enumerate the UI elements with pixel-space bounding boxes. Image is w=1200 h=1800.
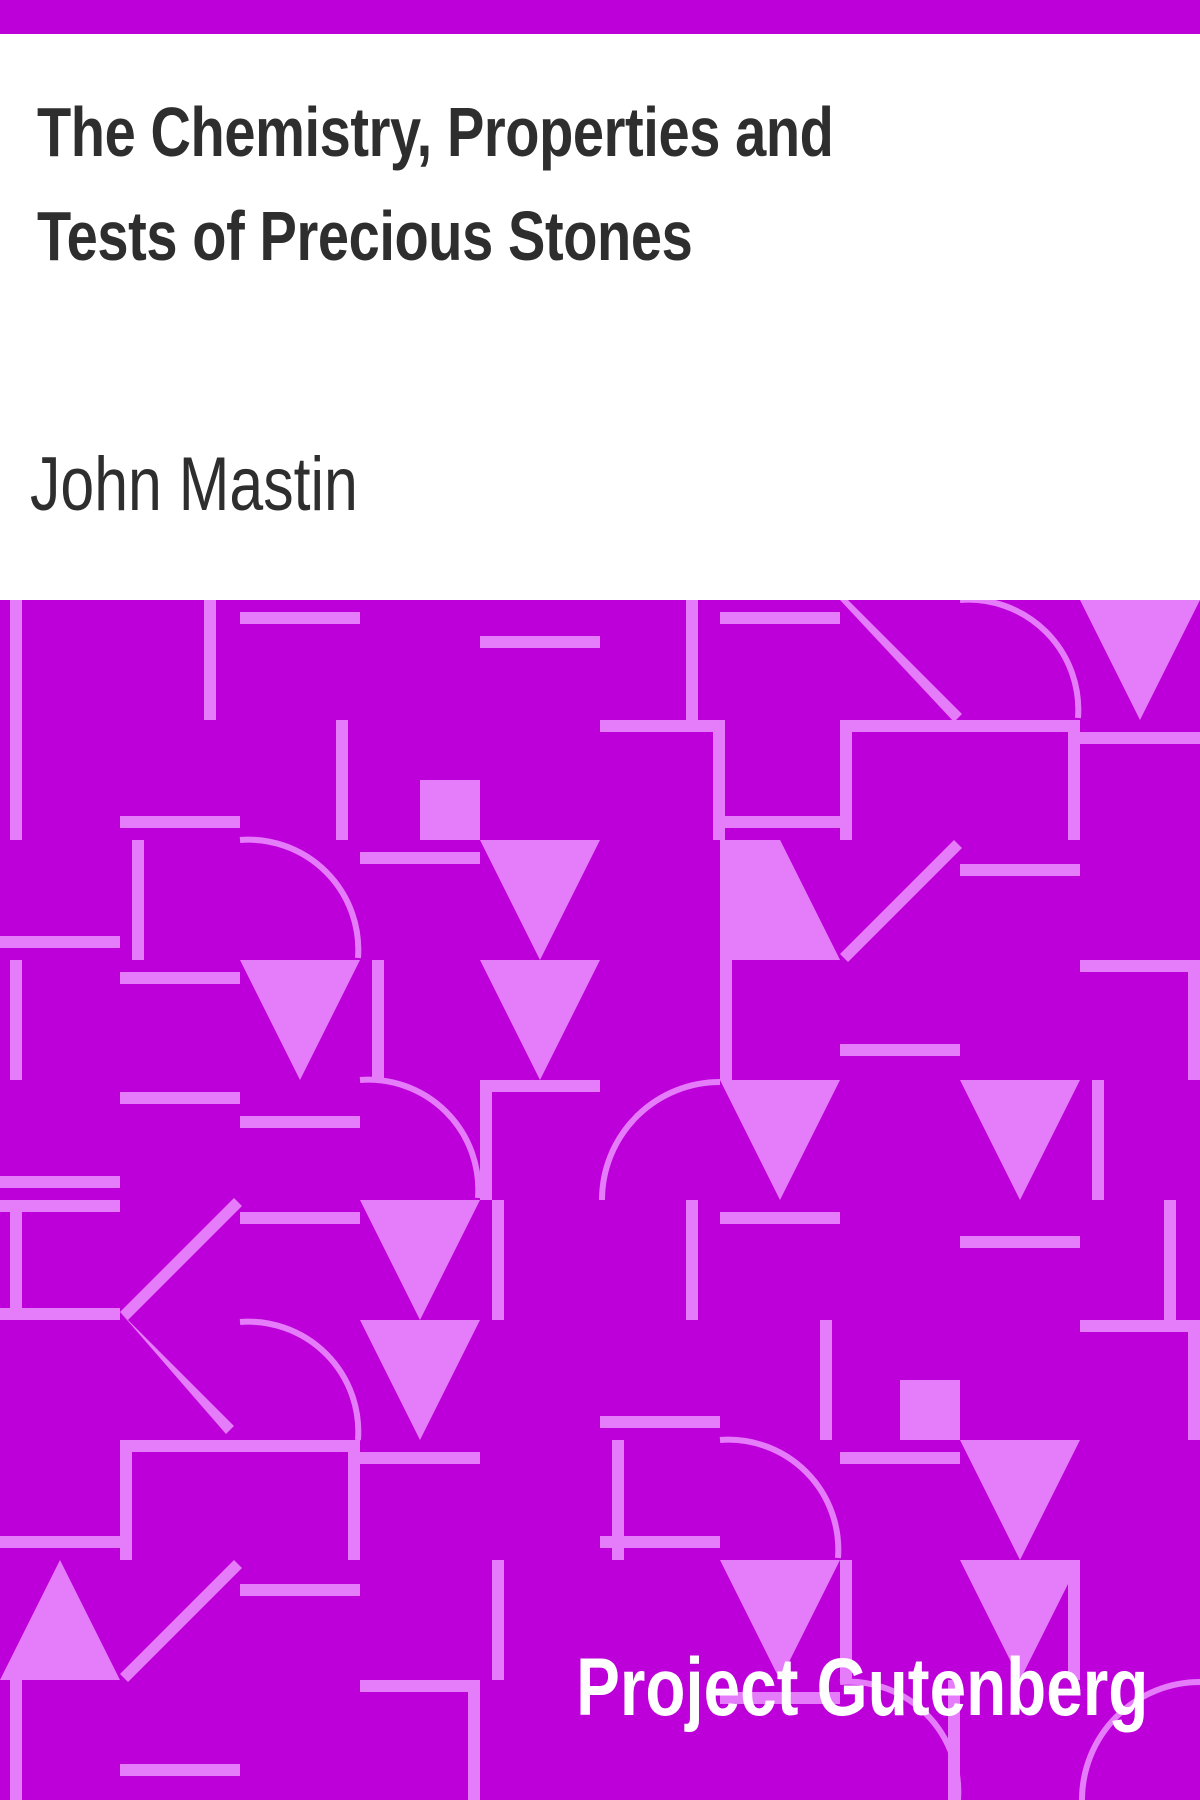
pattern-bar xyxy=(240,1116,360,1128)
pattern-bar xyxy=(10,1200,22,1320)
pattern-bar xyxy=(900,1380,960,1440)
pattern-triangle xyxy=(120,1312,234,1434)
pattern-bar xyxy=(600,1536,720,1548)
pattern-bar xyxy=(720,612,840,624)
pattern-bar xyxy=(204,600,216,720)
pattern-bar xyxy=(480,1080,492,1200)
pattern-bar xyxy=(120,816,240,828)
pattern-arc xyxy=(960,600,1082,719)
pattern-shapes xyxy=(0,600,1200,1800)
pattern-bar xyxy=(1068,720,1080,840)
pattern-triangle xyxy=(1080,600,1200,720)
pattern-bar xyxy=(720,816,840,828)
pattern-bar xyxy=(120,1440,360,1452)
pattern-bar xyxy=(1080,732,1200,744)
pattern-bar xyxy=(840,1560,852,1680)
pattern-bar xyxy=(10,960,22,1080)
pattern-arc xyxy=(1079,1679,1200,1800)
pattern-bar xyxy=(492,1560,504,1680)
pattern-bar xyxy=(948,1680,960,1800)
pattern-bar xyxy=(820,1320,832,1440)
pattern-bar xyxy=(0,1176,120,1188)
pattern-bar xyxy=(360,1680,480,1692)
publisher-name: Project Gutenberg xyxy=(575,1642,1148,1733)
pattern-bar xyxy=(686,1200,698,1320)
book-author: John Mastin xyxy=(30,442,358,527)
pattern-triangle xyxy=(720,1080,840,1200)
pattern-bar xyxy=(686,600,698,720)
pattern-bar xyxy=(360,1452,480,1464)
pattern-bar xyxy=(720,960,732,1080)
pattern-bar xyxy=(600,1416,720,1428)
pattern-bar xyxy=(1092,1080,1104,1200)
pattern-bar xyxy=(120,1764,240,1776)
pattern-triangle xyxy=(720,840,840,960)
pattern-triangle xyxy=(960,1080,1080,1200)
pattern-arc xyxy=(239,836,362,959)
pattern-arc xyxy=(239,1318,362,1441)
pattern-bar xyxy=(348,1440,360,1560)
pattern-triangle xyxy=(840,840,962,962)
pattern-bar xyxy=(0,936,120,948)
pattern-arc xyxy=(359,1076,482,1199)
pattern-triangle xyxy=(240,960,360,1080)
pattern-triangle xyxy=(0,1560,120,1680)
pattern-bar xyxy=(1068,1560,1080,1680)
pattern-triangle xyxy=(480,960,600,1080)
pattern-bar xyxy=(360,852,480,864)
pattern-bar xyxy=(720,1212,840,1224)
pattern-triangle xyxy=(480,840,600,960)
pattern-bar xyxy=(480,1080,600,1092)
pattern-triangle xyxy=(840,600,962,722)
decorative-pattern xyxy=(0,600,1200,1800)
pattern-bar xyxy=(840,720,852,840)
pattern-bar xyxy=(0,1200,120,1212)
pattern-bar xyxy=(132,840,144,960)
pattern-bar xyxy=(120,1440,132,1560)
pattern-bar xyxy=(713,720,725,840)
pattern-bar xyxy=(612,1440,624,1560)
book-title: The Chemistry, Properties and Tests of P… xyxy=(37,93,834,275)
pattern-bar xyxy=(960,864,1080,876)
pattern-bar xyxy=(240,1584,360,1596)
pattern-bar xyxy=(1188,960,1200,1080)
pattern-triangle xyxy=(960,1560,1080,1680)
pattern-bar xyxy=(1164,1200,1176,1320)
top-accent-bar xyxy=(0,0,1200,34)
pattern-bar xyxy=(0,1536,120,1548)
pattern-bar xyxy=(840,1452,960,1464)
pattern-bar xyxy=(600,720,720,732)
pattern-triangle xyxy=(360,1200,480,1320)
pattern-bar xyxy=(120,1092,240,1104)
pattern-arc xyxy=(599,1079,721,1201)
pattern-triangle xyxy=(360,1320,480,1440)
pattern-bar xyxy=(468,1680,480,1800)
pattern-bar xyxy=(0,1308,120,1320)
pattern-bar xyxy=(372,960,384,1080)
pattern-bar xyxy=(840,720,1080,732)
pattern-bar xyxy=(1080,1320,1200,1332)
pattern-bar xyxy=(960,1236,1080,1248)
pattern-bar xyxy=(240,1212,360,1224)
pattern-bar xyxy=(10,600,22,840)
pattern-triangle xyxy=(120,1198,242,1320)
pattern-bar xyxy=(720,1692,840,1704)
pattern-triangle xyxy=(960,1440,1080,1560)
pattern-bar xyxy=(240,612,360,624)
pattern-bar xyxy=(1080,960,1200,972)
pattern-bar xyxy=(420,780,480,840)
pattern-bar xyxy=(336,720,348,840)
pattern-bar xyxy=(1188,1320,1200,1440)
pattern-triangle xyxy=(720,1560,840,1680)
pattern-bar xyxy=(10,1680,22,1800)
pattern-arc xyxy=(719,1436,842,1559)
pattern-bar xyxy=(120,972,240,984)
pattern-bar xyxy=(840,1044,960,1056)
pattern-bar xyxy=(492,1200,504,1320)
pattern-triangle xyxy=(120,1560,242,1682)
pattern-bar xyxy=(480,636,600,648)
